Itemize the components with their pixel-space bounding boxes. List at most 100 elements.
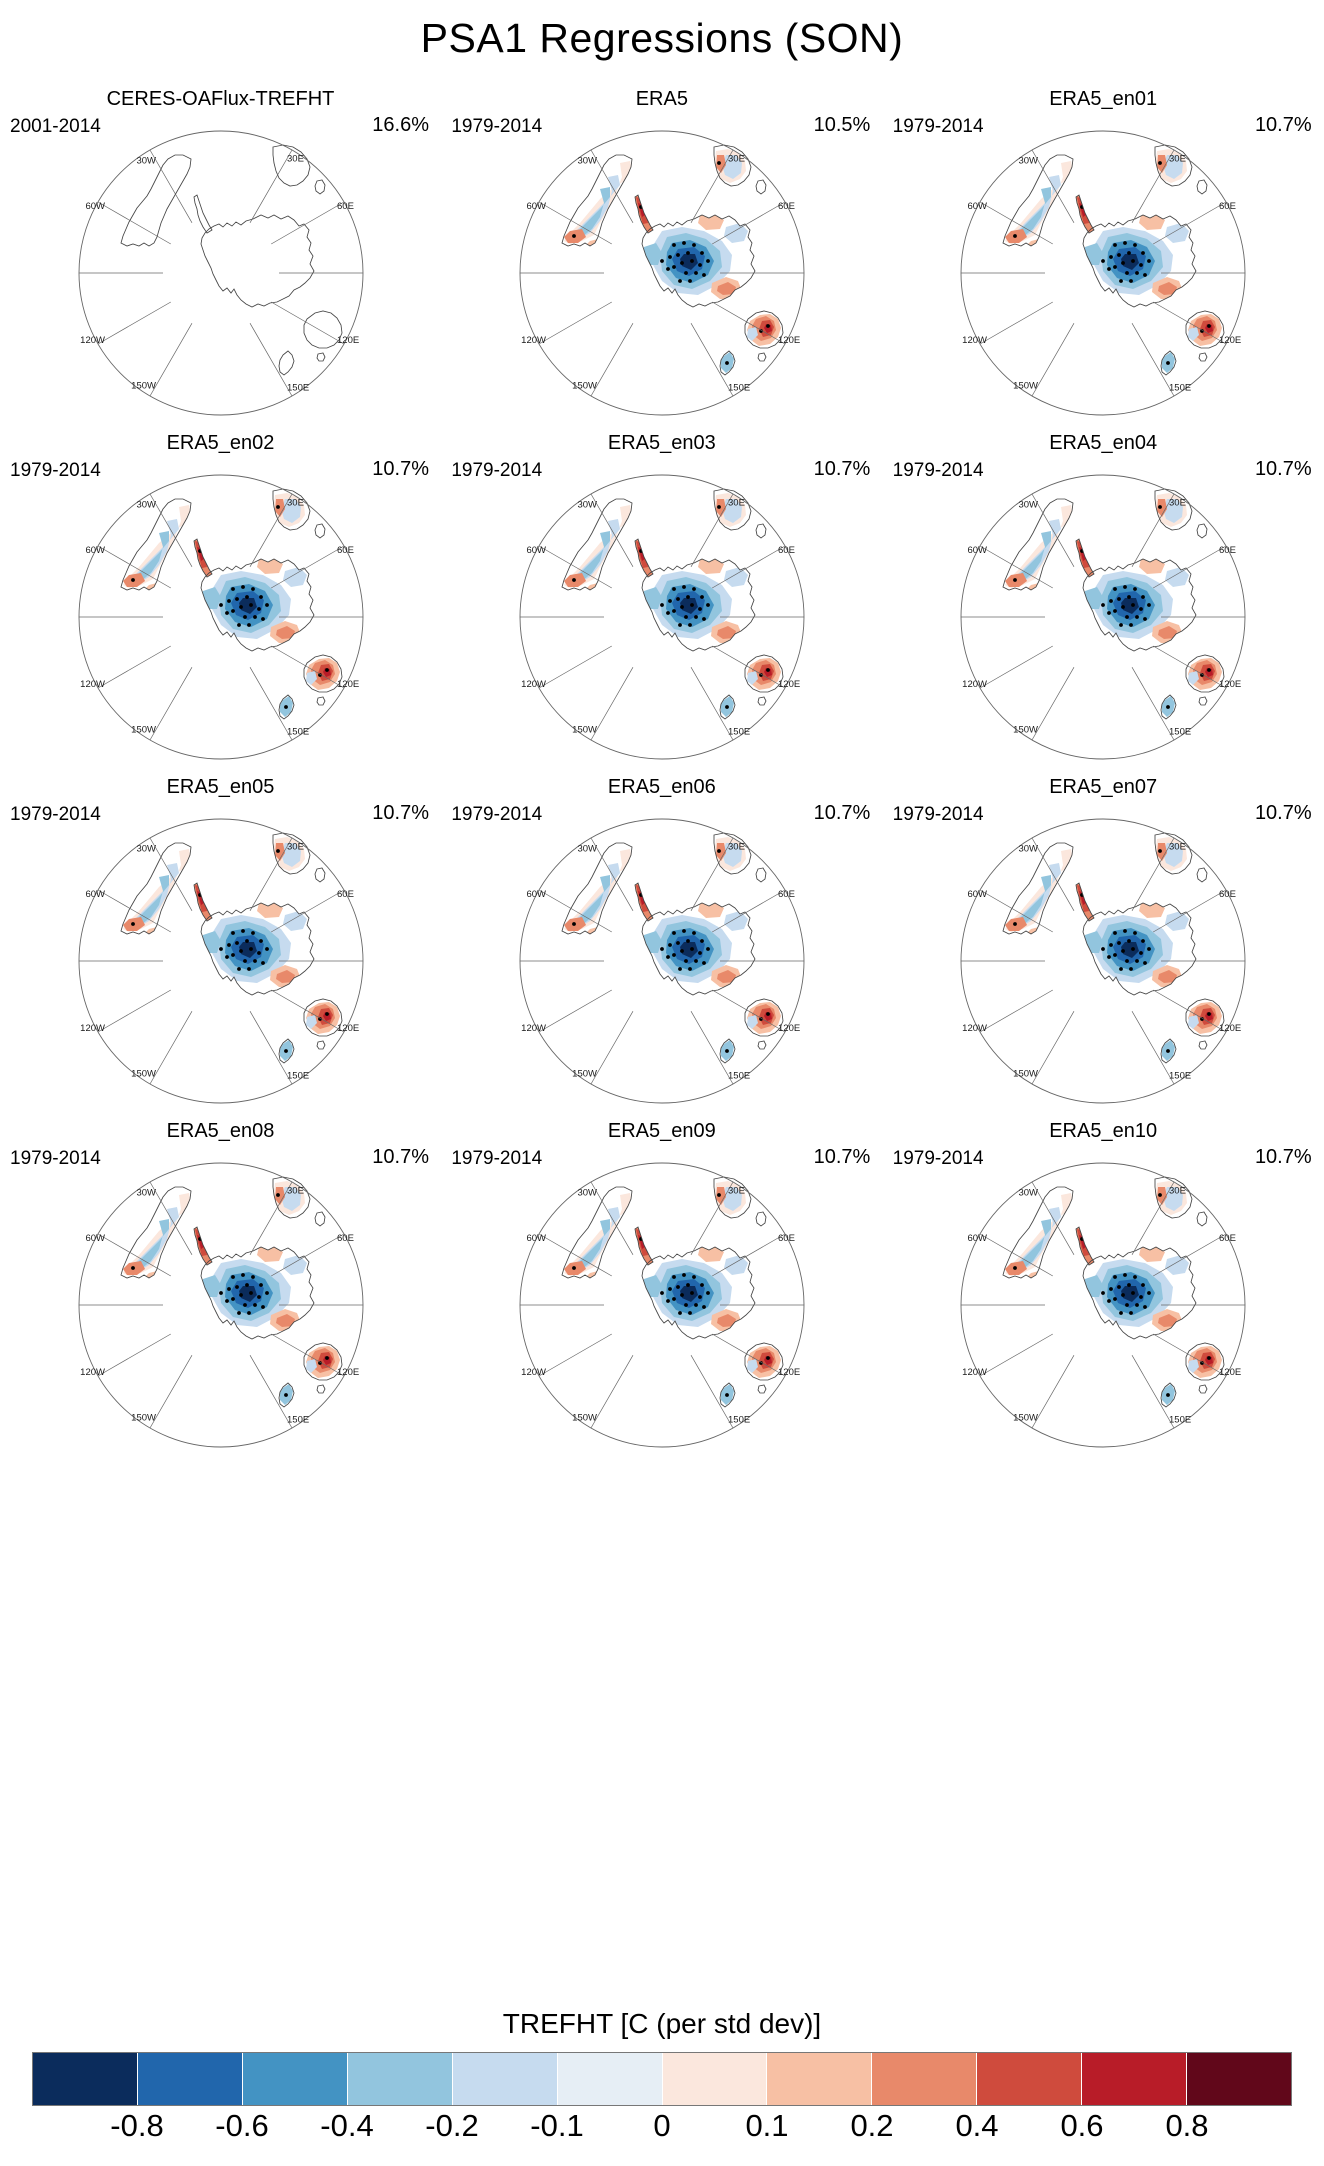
panel-period: 1979-2014 <box>451 116 543 137</box>
panel-title: ERA5_en05 <box>166 776 275 798</box>
map-boundary <box>78 818 363 1104</box>
lon-label-150W: 150W <box>572 1069 597 1080</box>
map-container: 030E60E90E120E150E180150W120W90W60W30W <box>512 1155 812 1455</box>
lon-label-30E: 30E <box>287 842 304 853</box>
colorbar-tick-label: 0.6 <box>1060 2108 1104 2143</box>
map-data-layer <box>563 493 781 717</box>
graticule <box>519 149 804 397</box>
lon-label-30E: 30E <box>287 498 304 509</box>
lon-label-120E: 120E <box>337 1023 359 1034</box>
lon-label-120W: 120W <box>521 335 546 346</box>
lon-label-30E: 30E <box>1169 498 1186 509</box>
lon-label-30E: 30E <box>1169 1186 1186 1197</box>
graticule <box>961 837 1246 1085</box>
lon-label-30W: 30W <box>577 499 597 510</box>
map-panel: ERA5_en081979-201410.7%030E60E90E120E150… <box>0 1121 441 1465</box>
panel-variance: 10.7% <box>1254 802 1312 824</box>
polar-map: 030E60E90E120E150E180150W120W90W60W30W <box>78 818 363 1104</box>
lon-label-120W: 120W <box>80 335 105 346</box>
lon-label-150E: 150E <box>728 1414 750 1425</box>
panel-variance: 16.6% <box>372 114 429 136</box>
map-boundary <box>78 130 363 416</box>
map-data-layer <box>122 837 340 1061</box>
map-panel: ERA5_en011979-201410.7%030E60E90E120E150… <box>883 89 1324 433</box>
panel-variance: 10.7% <box>813 802 871 824</box>
lon-label-30W: 30W <box>1019 155 1039 166</box>
colorbar-tick-label: 0.4 <box>955 2108 999 2143</box>
colorbar-tick-label: 0 <box>653 2108 671 2143</box>
panel-title: ERA5_en09 <box>607 1120 716 1142</box>
lon-label-120W: 120W <box>521 1023 546 1034</box>
coastlines <box>561 832 784 1064</box>
map-panel: ERA51979-201410.5%030E60E90E120E150E1801… <box>441 89 882 433</box>
graticule <box>961 1181 1246 1429</box>
polar-map: 030E60E90E120E150E180150W120W90W60W30W <box>960 474 1246 760</box>
colorbar-tick-label: 0.8 <box>1165 2108 1209 2143</box>
graticule <box>78 149 363 397</box>
lon-label-120W: 120W <box>521 1367 546 1378</box>
lon-label-150W: 150W <box>1013 381 1038 392</box>
colorbar-cell <box>347 2053 453 2105</box>
lon-label-30E: 30E <box>728 1186 745 1197</box>
panel-title: CERES-OAFlux-TREFHT <box>106 88 335 110</box>
colorbar: TREFHT [C (per std dev)] -0.8 -0.6 -0.4 -0.… <box>0 2010 1324 2154</box>
map-container: 030E60E90E120E150E180150W120W90W60W30W <box>512 811 812 1111</box>
lon-label-30W: 30W <box>136 155 156 166</box>
coastlines <box>1002 144 1225 376</box>
panel-title: ERA5_en08 <box>166 1120 275 1142</box>
lon-label-60W: 60W <box>85 889 105 900</box>
coastlines <box>119 144 342 376</box>
colorbar-cell <box>33 2053 138 2105</box>
colorbar-tick-label: -0.1 <box>530 2108 584 2143</box>
map-panel: CERES-OAFlux-TREFHT2001-201416.6%030E60E… <box>0 89 441 433</box>
polar-map: 030E60E90E120E150E180150W120W90W60W30W <box>78 130 363 416</box>
colorbar-label: TREFHT [C (per std dev)] <box>502 2008 822 2039</box>
colorbar-cell <box>137 2053 243 2105</box>
lon-label-120E: 120E <box>778 335 800 346</box>
coastlines <box>119 1176 342 1408</box>
lon-label-120E: 120E <box>1219 335 1241 346</box>
graticule <box>78 493 363 741</box>
lon-label-60W: 60W <box>968 1233 988 1244</box>
panel-variance: 10.7% <box>813 458 871 480</box>
panel-grid: CERES-OAFlux-TREFHT2001-201416.6%030E60E… <box>0 89 1324 1465</box>
lon-label-30E: 30E <box>728 842 745 853</box>
lon-label-60W: 60W <box>526 1233 546 1244</box>
lon-label-120E: 120E <box>337 679 359 690</box>
lon-label-60E: 60E <box>337 1233 354 1244</box>
polar-map: 030E60E90E120E150E180150W120W90W60W30W <box>519 130 805 416</box>
map-container: 030E60E90E120E150E180150W120W90W60W30W <box>953 811 1253 1111</box>
lon-label-150E: 150E <box>287 726 309 737</box>
map-container: 030E60E90E120E150E180150W120W90W60W30W <box>71 467 371 767</box>
panel-period: 1979-2014 <box>451 460 543 481</box>
lon-label-60W: 60W <box>968 201 988 212</box>
lon-label-150E: 150E <box>1169 726 1191 737</box>
panel-title: ERA5_en02 <box>166 432 275 454</box>
lon-label-30W: 30W <box>136 499 156 510</box>
panel-period: 1979-2014 <box>892 1148 984 1169</box>
coastlines <box>119 832 342 1064</box>
panel-variance: 10.7% <box>1254 1146 1312 1168</box>
lon-label-60W: 60W <box>968 889 988 900</box>
lon-label-30W: 30W <box>136 1187 156 1198</box>
colorbar-cell <box>242 2053 348 2105</box>
lon-label-30E: 30E <box>728 498 745 509</box>
colorbar-tick-label: -0.2 <box>425 2108 479 2143</box>
colorbar-cell <box>557 2053 663 2105</box>
map-panel: ERA5_en031979-201410.7%030E60E90E120E150… <box>441 433 882 777</box>
lon-label-120E: 120E <box>1219 679 1241 690</box>
coastlines <box>1002 1176 1225 1408</box>
colorbar-tick-label: 0.2 <box>850 2108 894 2143</box>
lon-label-30E: 30E <box>287 154 304 165</box>
lon-label-30W: 30W <box>577 155 597 166</box>
polar-map: 030E60E90E120E150E180150W120W90W60W30W <box>960 130 1246 416</box>
lon-label-150E: 150E <box>728 1070 750 1081</box>
panel-title: ERA5_en10 <box>1049 1120 1158 1142</box>
panel-variance: 10.7% <box>1254 458 1312 480</box>
map-container: 030E60E90E120E150E180150W120W90W60W30W <box>71 1155 371 1455</box>
colorbar-cell <box>872 2053 978 2105</box>
lon-label-150W: 150W <box>1013 1069 1038 1080</box>
lon-label-60W: 60W <box>85 545 105 556</box>
page-title: PSA1 Regressions (SON) <box>420 15 904 61</box>
lon-label-30W: 30W <box>1019 1187 1039 1198</box>
